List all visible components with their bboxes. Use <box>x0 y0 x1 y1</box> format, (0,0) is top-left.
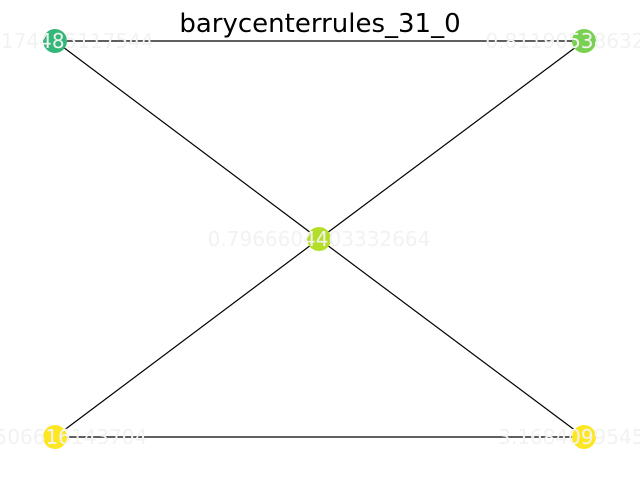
node-label-n4: 3.168409954547 <box>498 425 640 449</box>
node-label-n3: 0.5506616143704 <box>0 425 147 449</box>
node-label-n0: 0.21174485117544 <box>0 29 154 53</box>
edge-n2-n4 <box>319 239 584 437</box>
node-label-n1: 0.81190538632421 <box>485 29 640 53</box>
edge-n2-n3 <box>55 239 319 437</box>
diagram-title: barycenterrules_31_0 <box>179 9 460 39</box>
labels-layer: 0.21174485117544 0.81190538632421 0.796660… <box>0 29 640 449</box>
node-label-n2: 0.7966604403332664 <box>208 227 431 251</box>
edge-n0-n2 <box>55 41 319 239</box>
edge-n1-n2 <box>319 41 584 239</box>
